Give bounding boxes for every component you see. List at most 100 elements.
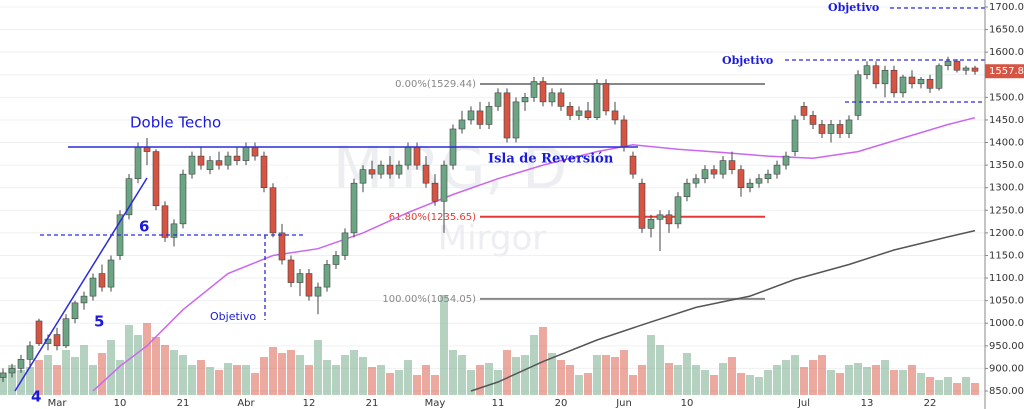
candle-body — [296, 273, 304, 283]
volume-bar — [827, 370, 835, 395]
candle-body — [503, 92, 511, 139]
candle-body — [431, 182, 439, 202]
watermark-name: Mirgor — [438, 219, 547, 259]
x-tick-label: Jul — [797, 398, 810, 409]
candle-body — [638, 182, 646, 229]
candle-body — [152, 151, 160, 207]
candle-body — [377, 164, 385, 175]
candle-body — [557, 92, 565, 107]
y-tick-label: 1250.00 — [989, 205, 1024, 216]
volume-bar — [719, 363, 727, 395]
candle-body — [134, 146, 142, 179]
candle-body — [314, 286, 322, 297]
candle-body — [404, 146, 412, 166]
volume-bar — [296, 355, 304, 395]
candle-body — [494, 92, 502, 107]
volume-bar — [359, 357, 367, 395]
candle-body — [710, 169, 718, 175]
volume-bar — [656, 345, 664, 395]
candle-body — [278, 232, 286, 261]
x-tick-label: 11 — [492, 398, 505, 409]
candle-body — [161, 205, 169, 238]
volume-bar — [242, 365, 250, 395]
candle-body — [800, 106, 808, 116]
volume-bar — [773, 365, 781, 395]
candle-body — [881, 69, 889, 85]
volume-bar — [206, 367, 214, 395]
candle-body — [926, 78, 934, 89]
volume-bar — [818, 355, 826, 395]
volume-bar — [701, 370, 709, 395]
volume-bar — [197, 360, 205, 395]
candle-body — [818, 124, 826, 134]
candle-body — [647, 219, 655, 229]
volume-bar — [521, 355, 529, 395]
annotation: Doble Techo — [130, 114, 221, 132]
candle-body — [575, 110, 583, 116]
candle-body — [188, 155, 196, 175]
volume-bar — [431, 375, 439, 395]
volume-bar — [314, 340, 322, 395]
volume-bar — [143, 323, 151, 395]
volume-bar — [161, 345, 169, 395]
candle-body — [656, 214, 664, 220]
candle-body — [584, 110, 592, 118]
candle-body — [845, 119, 853, 134]
candle-body — [170, 223, 178, 238]
volume-bar — [917, 373, 925, 395]
y-tick-label: 1500.00 — [989, 92, 1024, 103]
candle-body — [386, 164, 394, 175]
volume-bar — [602, 355, 610, 395]
volume-bar — [647, 335, 655, 395]
volume-bar — [764, 370, 772, 395]
volume-bar — [107, 340, 115, 395]
candle-body — [89, 277, 97, 297]
candle-body — [791, 119, 799, 152]
y-tick-label: 1000.00 — [989, 318, 1024, 329]
volume-bar — [674, 365, 682, 395]
candle-body — [854, 74, 862, 116]
volume-bar — [683, 353, 691, 395]
candle-body — [971, 67, 979, 72]
candle-body — [620, 119, 628, 148]
volume-bar — [332, 365, 340, 395]
volume-bar — [215, 370, 223, 395]
volume-bar — [503, 350, 511, 395]
y-tick-label: 1100.00 — [989, 273, 1024, 284]
x-tick-label: 21 — [177, 398, 190, 409]
candle-body — [872, 65, 880, 85]
candle-body — [107, 259, 115, 288]
annotation: Objetivo — [722, 54, 773, 67]
candle-body — [629, 155, 637, 175]
axes: 850.00 900.00 950.00 1000.00 1050.00 1100.00 1… — [48, 0, 1024, 409]
annotation: Objetivo — [210, 310, 256, 323]
candle-body — [305, 273, 313, 297]
grid — [0, 6, 985, 392]
volume-bar — [116, 360, 124, 395]
fib-label: 100.00%(1054.05) — [382, 294, 476, 305]
candle-body — [701, 169, 709, 179]
candle-body — [215, 160, 223, 166]
candle-body — [125, 178, 133, 216]
volume-bar — [368, 367, 376, 395]
candle-body — [692, 178, 700, 184]
candle-body — [260, 155, 268, 189]
volume-bar — [0, 373, 7, 395]
volume-bar — [566, 365, 574, 395]
candle-body — [359, 169, 367, 184]
volume-bar — [710, 375, 718, 395]
volume-bar — [467, 370, 475, 395]
volume-bar — [899, 370, 907, 395]
volume-bar — [935, 380, 943, 395]
candle-body — [593, 83, 601, 118]
volume-bar — [800, 367, 808, 395]
volume-bar — [341, 355, 349, 395]
candle-body — [944, 60, 952, 67]
annotation: Isla de Reversión — [488, 152, 614, 167]
candle-body — [197, 155, 205, 166]
candle-body — [899, 76, 907, 94]
volume-bar — [548, 353, 556, 395]
y-tick-label: 1600.00 — [989, 47, 1024, 58]
candle-body — [350, 182, 358, 234]
candle-body — [746, 182, 754, 189]
